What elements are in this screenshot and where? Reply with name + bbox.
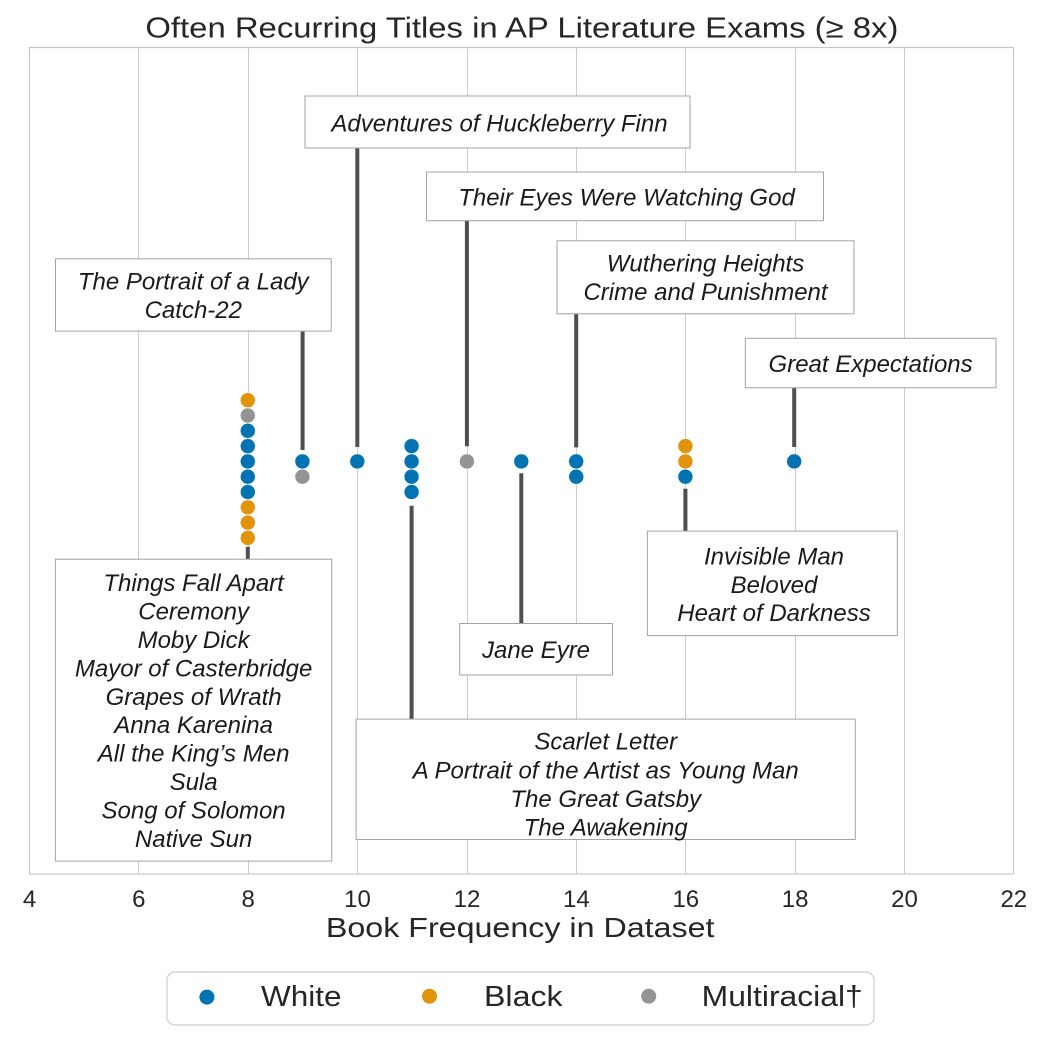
svg-text:Crime and Punishment: Crime and Punishment [583,279,828,306]
svg-text:Book Frequency in Dataset: Book Frequency in Dataset [326,912,715,943]
svg-text:Ceremony: Ceremony [138,598,251,625]
svg-text:Anna Karenina: Anna Karenina [112,712,273,739]
svg-text:Grapes of Wrath: Grapes of Wrath [106,684,282,711]
svg-text:Their Eyes Were Watching God: Their Eyes Were Watching God [458,184,795,211]
svg-text:10: 10 [344,886,371,913]
svg-text:Great Expectations: Great Expectations [769,351,973,378]
svg-text:6: 6 [132,886,145,913]
svg-text:Multiracial†: Multiracial† [702,981,863,1013]
svg-text:Mayor of Casterbridge: Mayor of Casterbridge [75,655,312,682]
svg-text:The Great Gatsby: The Great Gatsby [510,786,703,813]
svg-text:8: 8 [242,886,255,913]
svg-text:Native Sun: Native Sun [135,826,252,853]
svg-text:All the King’s Men: All the King’s Men [96,741,290,768]
svg-text:16: 16 [672,886,699,913]
svg-text:20: 20 [891,886,918,913]
svg-text:A Portrait of the Artist as Yo: A Portrait of the Artist as Young Man [411,757,799,784]
svg-text:Jane Eyre: Jane Eyre [481,637,590,664]
svg-text:Adventures of Huckleberry Finn: Adventures of Huckleberry Finn [329,111,667,138]
svg-text:Black: Black [484,981,563,1013]
svg-text:4: 4 [23,886,36,913]
svg-text:18: 18 [782,886,809,913]
svg-text:Moby Dick: Moby Dick [138,627,252,654]
svg-text:Invisible Man: Invisible Man [704,543,844,570]
svg-text:Beloved: Beloved [731,572,818,599]
svg-text:Song of Solomon: Song of Solomon [102,798,286,825]
svg-text:The Portrait of a Lady: The Portrait of a Lady [78,268,311,295]
svg-text:Wuthering Heights: Wuthering Heights [607,250,804,277]
svg-text:Sula: Sula [170,769,218,796]
svg-text:Things Fall Apart: Things Fall Apart [103,570,285,597]
svg-text:12: 12 [454,886,481,913]
svg-text:White: White [261,981,342,1013]
svg-text:Catch-22: Catch-22 [145,297,242,324]
svg-text:Often Recurring Titles in AP L: Often Recurring Titles in AP Literature … [145,13,898,45]
svg-text:The Awakening: The Awakening [524,815,689,842]
svg-text:Heart of Darkness: Heart of Darkness [677,600,870,627]
svg-text:22: 22 [1000,886,1027,913]
svg-text:14: 14 [563,886,590,913]
svg-text:Scarlet Letter: Scarlet Letter [534,729,678,756]
